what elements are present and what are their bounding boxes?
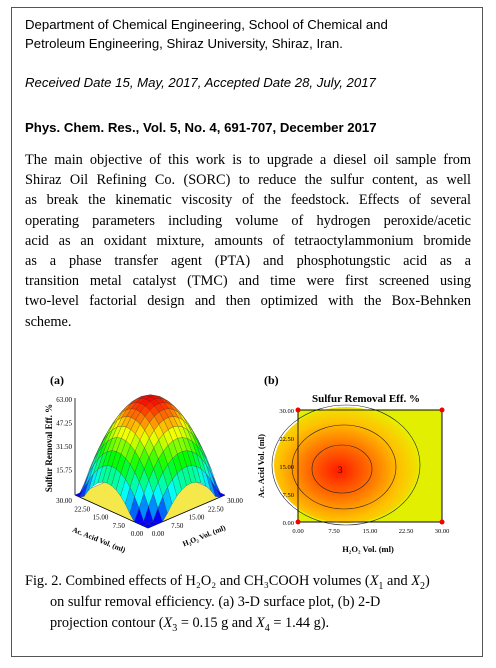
citation: Phys. Chem. Res., Vol. 5, No. 4, 691-707…	[25, 120, 377, 135]
panel-label: (b)	[264, 373, 279, 387]
x-tick-label: 7.50	[113, 522, 126, 530]
y-tick-label: 15.00	[279, 464, 294, 471]
x-tick-label: 7.50	[328, 528, 339, 535]
z-tick-label: 15.75	[56, 467, 72, 475]
design-point	[439, 407, 445, 413]
y-tick-label: 22.50	[208, 505, 224, 513]
y-axis-label: H₂O₂ Vol. (ml)	[181, 523, 227, 549]
abstract-line: two-level factorial design and then opti…	[25, 293, 471, 310]
design-point	[439, 519, 445, 525]
caption-text: X	[256, 615, 265, 631]
z-tick-label: 63.00	[56, 396, 72, 404]
caption-text: 2	[419, 580, 425, 592]
x-tick-label: 15.00	[93, 514, 109, 522]
y-tick-label: 30.00	[279, 408, 294, 415]
abstract-line: Shiraz Oil Refining Co. (SORC) to reduce…	[25, 172, 471, 189]
caption-text: 3	[172, 622, 178, 634]
surface-plot: 63.0047.2531.5015.7530.0022.5015.007.500…	[44, 394, 243, 555]
caption-text: X	[163, 615, 173, 631]
z-tick-label: 31.50	[56, 443, 72, 451]
center-label: 3	[338, 465, 343, 475]
affiliation-line: Department of Chemical Engineering, Scho…	[25, 17, 388, 32]
x-tick-label: 22.50	[74, 505, 90, 513]
caption-line: on sulfur removal efficiency. (a) 3-D su…	[50, 594, 380, 611]
x-axis-label: H₂O₂ Vol. (ml)	[342, 544, 394, 554]
panel-title: Sulfur Removal Eff. %	[312, 393, 420, 405]
abstract-line: as break the kinematic viscosity of the …	[25, 192, 471, 209]
contour-line	[291, 424, 397, 510]
contour-fill	[274, 407, 418, 523]
abstract-line: acid as an oxidant mixture, amounts of t…	[25, 232, 471, 249]
abstract-line: as a phase transfer agent (PTA) and phos…	[25, 253, 471, 269]
x-tick-label: 22.50	[399, 528, 414, 535]
abstract-line: transition metal catalyst (TMC) and time…	[25, 273, 471, 290]
abstract-line: The main objective of this work is to up…	[25, 152, 471, 168]
abstract-line: operating parameters including volume of…	[25, 212, 471, 229]
dates: Received Date 15, May, 2017, Accepted Da…	[25, 75, 376, 90]
affiliation-line: Petroleum Engineering, Shiraz University…	[25, 36, 343, 51]
x-tick-label: 0.00	[131, 530, 144, 538]
caption-text: X	[369, 573, 379, 589]
z-axis-label: Sulfur Removal Eff. %	[44, 404, 54, 492]
design-point	[295, 407, 301, 413]
x-tick-label: 30.00	[56, 497, 72, 505]
x-tick-label: 0.00	[292, 528, 303, 535]
page-border	[11, 7, 483, 657]
y-tick-label: 0.00	[152, 530, 165, 538]
caption-text: projection contour (	[50, 615, 164, 631]
plot-border	[297, 409, 443, 523]
y-tick-label: 0.00	[283, 520, 294, 527]
caption-text: = 1.44 g).	[269, 615, 330, 631]
caption-text: )	[424, 573, 430, 589]
caption-text: 1	[378, 580, 384, 592]
y-tick-label: 22.50	[279, 436, 294, 443]
x-tick-label: 30.00	[435, 528, 450, 535]
caption-text: 4	[264, 622, 270, 634]
figure: (a) (b) 63.0047.2531.5015.7530.0022.5015…	[44, 373, 450, 555]
y-tick-label: 30.00	[227, 497, 243, 505]
y-tick-label: 7.50	[283, 492, 294, 499]
caption-text: on sulfur removal efficiency. (a) 3-D su…	[50, 594, 381, 610]
x-tick-label: 15.00	[363, 528, 378, 535]
panel-label: (a)	[50, 373, 64, 387]
y-tick-label: 15.00	[189, 514, 205, 522]
contour-line	[271, 404, 421, 526]
design-point	[295, 519, 301, 525]
caption-line: Fig. 2. Combined effects of H₂O₂ and CH₃…	[25, 573, 430, 592]
contour-line	[311, 444, 373, 494]
caption-text: = 0.15 g and	[177, 615, 257, 631]
z-tick-label: 47.25	[56, 420, 72, 428]
caption-line: projection contour (X3 = 0.15 g and X4 =…	[50, 615, 330, 634]
caption-text: and	[383, 573, 412, 589]
y-tick-label: 7.50	[171, 522, 184, 530]
caption-text: Fig. 2. Combined effects of H₂O₂ and CH₃…	[25, 573, 370, 589]
surface-patch	[143, 523, 154, 529]
abstract-line: scheme.	[25, 313, 72, 330]
caption-text: X	[411, 573, 420, 589]
y-axis-label: Ac. Acid Vol. (ml)	[256, 434, 266, 498]
